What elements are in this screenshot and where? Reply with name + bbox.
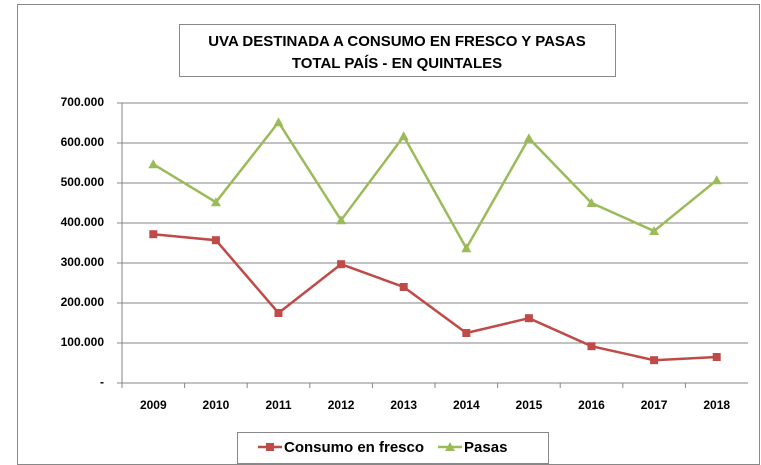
legend-marker: [445, 442, 456, 451]
x-tick-label: 2012: [328, 398, 355, 412]
y-tick-label: -: [100, 375, 104, 389]
data-point: [399, 283, 408, 291]
series-line: [153, 232, 717, 362]
chart-subtitle: TOTAL PAÍS - EN QUINTALES: [292, 55, 502, 72]
data-point: [649, 226, 660, 235]
x-tick-label: 2017: [641, 398, 668, 412]
y-tick-label: 200.000: [61, 295, 105, 309]
data-point: [274, 309, 283, 317]
y-tick-label: 600.000: [61, 135, 105, 149]
y-tick-label: 400.000: [61, 215, 105, 229]
y-tick-label: 100.000: [61, 335, 105, 349]
data-point: [462, 329, 471, 337]
y-tick-label: 700.000: [61, 95, 105, 109]
data-point: [211, 236, 220, 245]
data-point: [273, 117, 284, 127]
data-point: [586, 198, 597, 207]
data-point: [336, 215, 347, 225]
data-point: [148, 159, 159, 169]
data-point: [210, 197, 221, 207]
data-point: [398, 131, 409, 141]
x-tick-label: 2013: [390, 398, 417, 412]
data-point: [650, 356, 659, 365]
x-tick-label: 2015: [516, 398, 543, 412]
x-tick-label: 2010: [203, 398, 230, 412]
chart-title: UVA DESTINADA A CONSUMO EN FRESCO Y PASA…: [208, 33, 586, 50]
x-tick-label: 2011: [265, 398, 291, 412]
chart-border: [17, 4, 760, 465]
data-point: [337, 260, 346, 269]
legend-label: Pasas: [464, 439, 507, 456]
series-line: [152, 120, 718, 251]
data-point: [461, 243, 472, 253]
legend-marker: [266, 443, 274, 451]
data-point: [712, 353, 721, 361]
y-tick-label: 300.000: [61, 255, 105, 269]
data-point: [523, 133, 534, 143]
data-point: [711, 175, 722, 185]
data-point: [524, 314, 533, 323]
x-tick-label: 2014: [453, 398, 480, 412]
x-tick-label: 2018: [703, 398, 730, 412]
data-point: [149, 230, 158, 239]
title-box: [179, 24, 616, 77]
legend-box: [237, 432, 549, 464]
x-tick-label: 2016: [578, 398, 605, 412]
y-tick-label: 500.000: [61, 175, 105, 189]
legend-label: Consumo en fresco: [284, 439, 424, 456]
data-point: [587, 342, 596, 351]
x-tick-label: 2009: [140, 398, 167, 412]
